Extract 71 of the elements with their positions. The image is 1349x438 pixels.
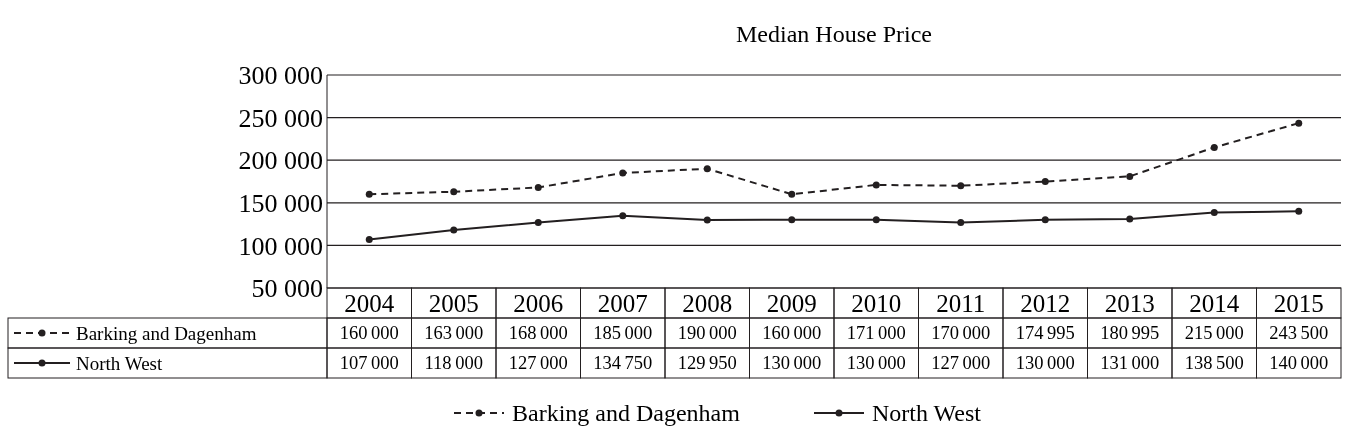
text: North West [76,352,163,374]
x-tick-label: 2006 [513,290,564,317]
point [619,169,627,177]
y-tick-label: 150 000 [238,188,323,218]
data-label: 118 000 [424,353,484,374]
data-label: 243 500 [1269,323,1329,344]
legend-label: Barking and Dagenham [76,322,257,344]
y-tick-label: 50 000 [251,274,323,304]
data-label: 185 000 [593,323,653,344]
point [534,183,542,191]
point [957,182,965,190]
y-tick-label: 250 000 [238,103,323,133]
point [1041,216,1049,224]
point [872,181,880,189]
x-tick-label: 2005 [428,290,479,317]
x-tick-label: 2015 [1273,290,1324,317]
x-tick-label: 2008 [682,290,733,317]
point [788,190,796,198]
data-label: 127 000 [508,353,568,374]
x-tick-label: 2010 [851,290,902,317]
point [450,188,458,196]
legend-label: North West [872,400,982,427]
x-tick-label: 2007 [597,290,648,317]
x-tick-label: 2014 [1189,290,1240,317]
x-tick-label: 2011 [936,290,986,317]
data-label: 127 000 [931,353,991,374]
data-label: 163 000 [424,323,484,344]
point [1126,172,1134,180]
point [365,190,373,198]
point [957,218,965,226]
point [788,216,796,224]
data-label: 215 000 [1184,323,1244,344]
data-label: 130 000 [846,353,906,374]
data-label: 160 000 [339,323,399,344]
data-label: 130 000 [1015,353,1075,374]
text: Barking and Dagenham [512,400,740,427]
data-label: 130 000 [762,353,822,374]
point [872,216,880,224]
y-tick-label: 300 000 [238,61,323,91]
point [619,212,627,220]
data-label: 174 995 [1015,323,1075,344]
x-tick-label: 2009 [766,290,817,317]
point [1295,119,1303,127]
data-label: 160 000 [762,323,822,344]
y-tick-label: 200 000 [238,146,323,176]
y-tick-label: 100 000 [238,231,323,261]
point [1210,209,1218,217]
x-tick-label: 2012 [1020,290,1071,317]
data-label: 171 000 [846,323,906,344]
data-label: 180 995 [1100,323,1160,344]
point [1210,143,1218,151]
data-label: 138 500 [1184,353,1244,374]
chart-title: Median House Price [736,21,932,47]
point [703,165,711,173]
x-tick-label: 2013 [1104,290,1155,317]
data-label: 131 000 [1100,353,1160,374]
data-label: 168 000 [508,323,568,344]
point [703,216,711,224]
point [1126,215,1134,223]
point [534,218,542,226]
point [1041,178,1049,185]
data-label: 190 000 [677,323,737,344]
data-label: 107 000 [339,353,399,374]
data-label: 129 950 [677,353,737,374]
point [365,235,373,243]
data-label: 170 000 [931,323,991,344]
point [450,226,458,234]
data-label: 140 000 [1269,353,1329,374]
x-tick-label: 2004 [344,290,395,317]
point [1295,207,1303,215]
data-label: 134 750 [593,353,653,374]
